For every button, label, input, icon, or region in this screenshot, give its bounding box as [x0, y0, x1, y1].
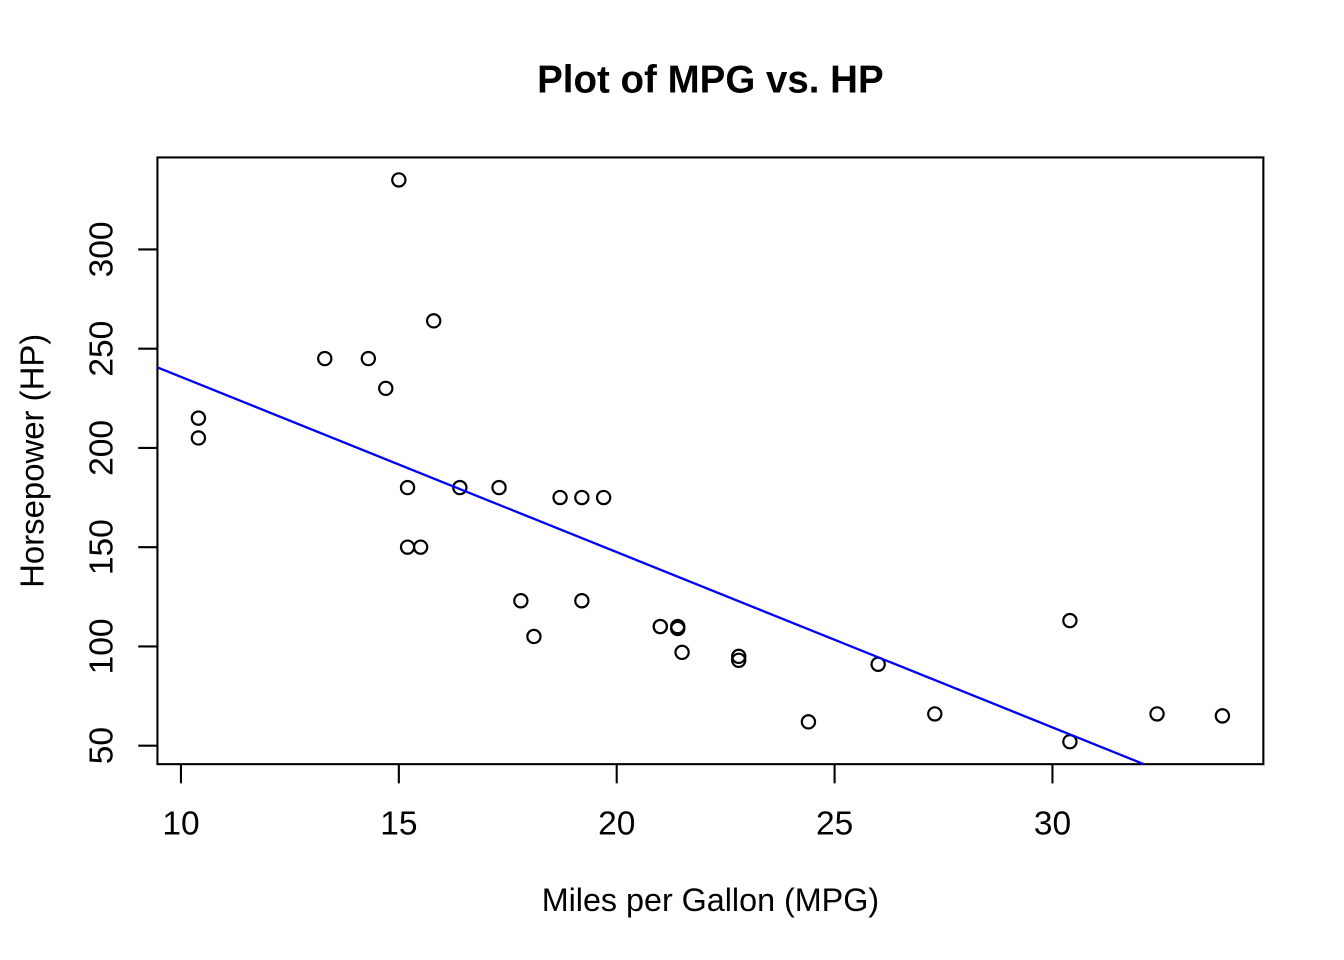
svg-text:150: 150	[84, 519, 121, 575]
svg-text:Horsepower (HP): Horsepower (HP)	[13, 334, 50, 588]
svg-text:50: 50	[84, 727, 121, 764]
svg-text:Miles per Gallon (MPG): Miles per Gallon (MPG)	[542, 882, 879, 918]
svg-text:200: 200	[84, 420, 121, 476]
svg-text:250: 250	[84, 321, 121, 377]
svg-text:25: 25	[816, 806, 853, 843]
svg-text:10: 10	[162, 806, 199, 843]
svg-text:30: 30	[1034, 806, 1071, 843]
svg-text:15: 15	[380, 806, 417, 843]
svg-text:Plot of MPG vs. HP: Plot of MPG vs. HP	[537, 59, 884, 102]
svg-text:20: 20	[598, 806, 635, 843]
svg-text:100: 100	[84, 618, 121, 674]
svg-text:300: 300	[84, 221, 121, 277]
